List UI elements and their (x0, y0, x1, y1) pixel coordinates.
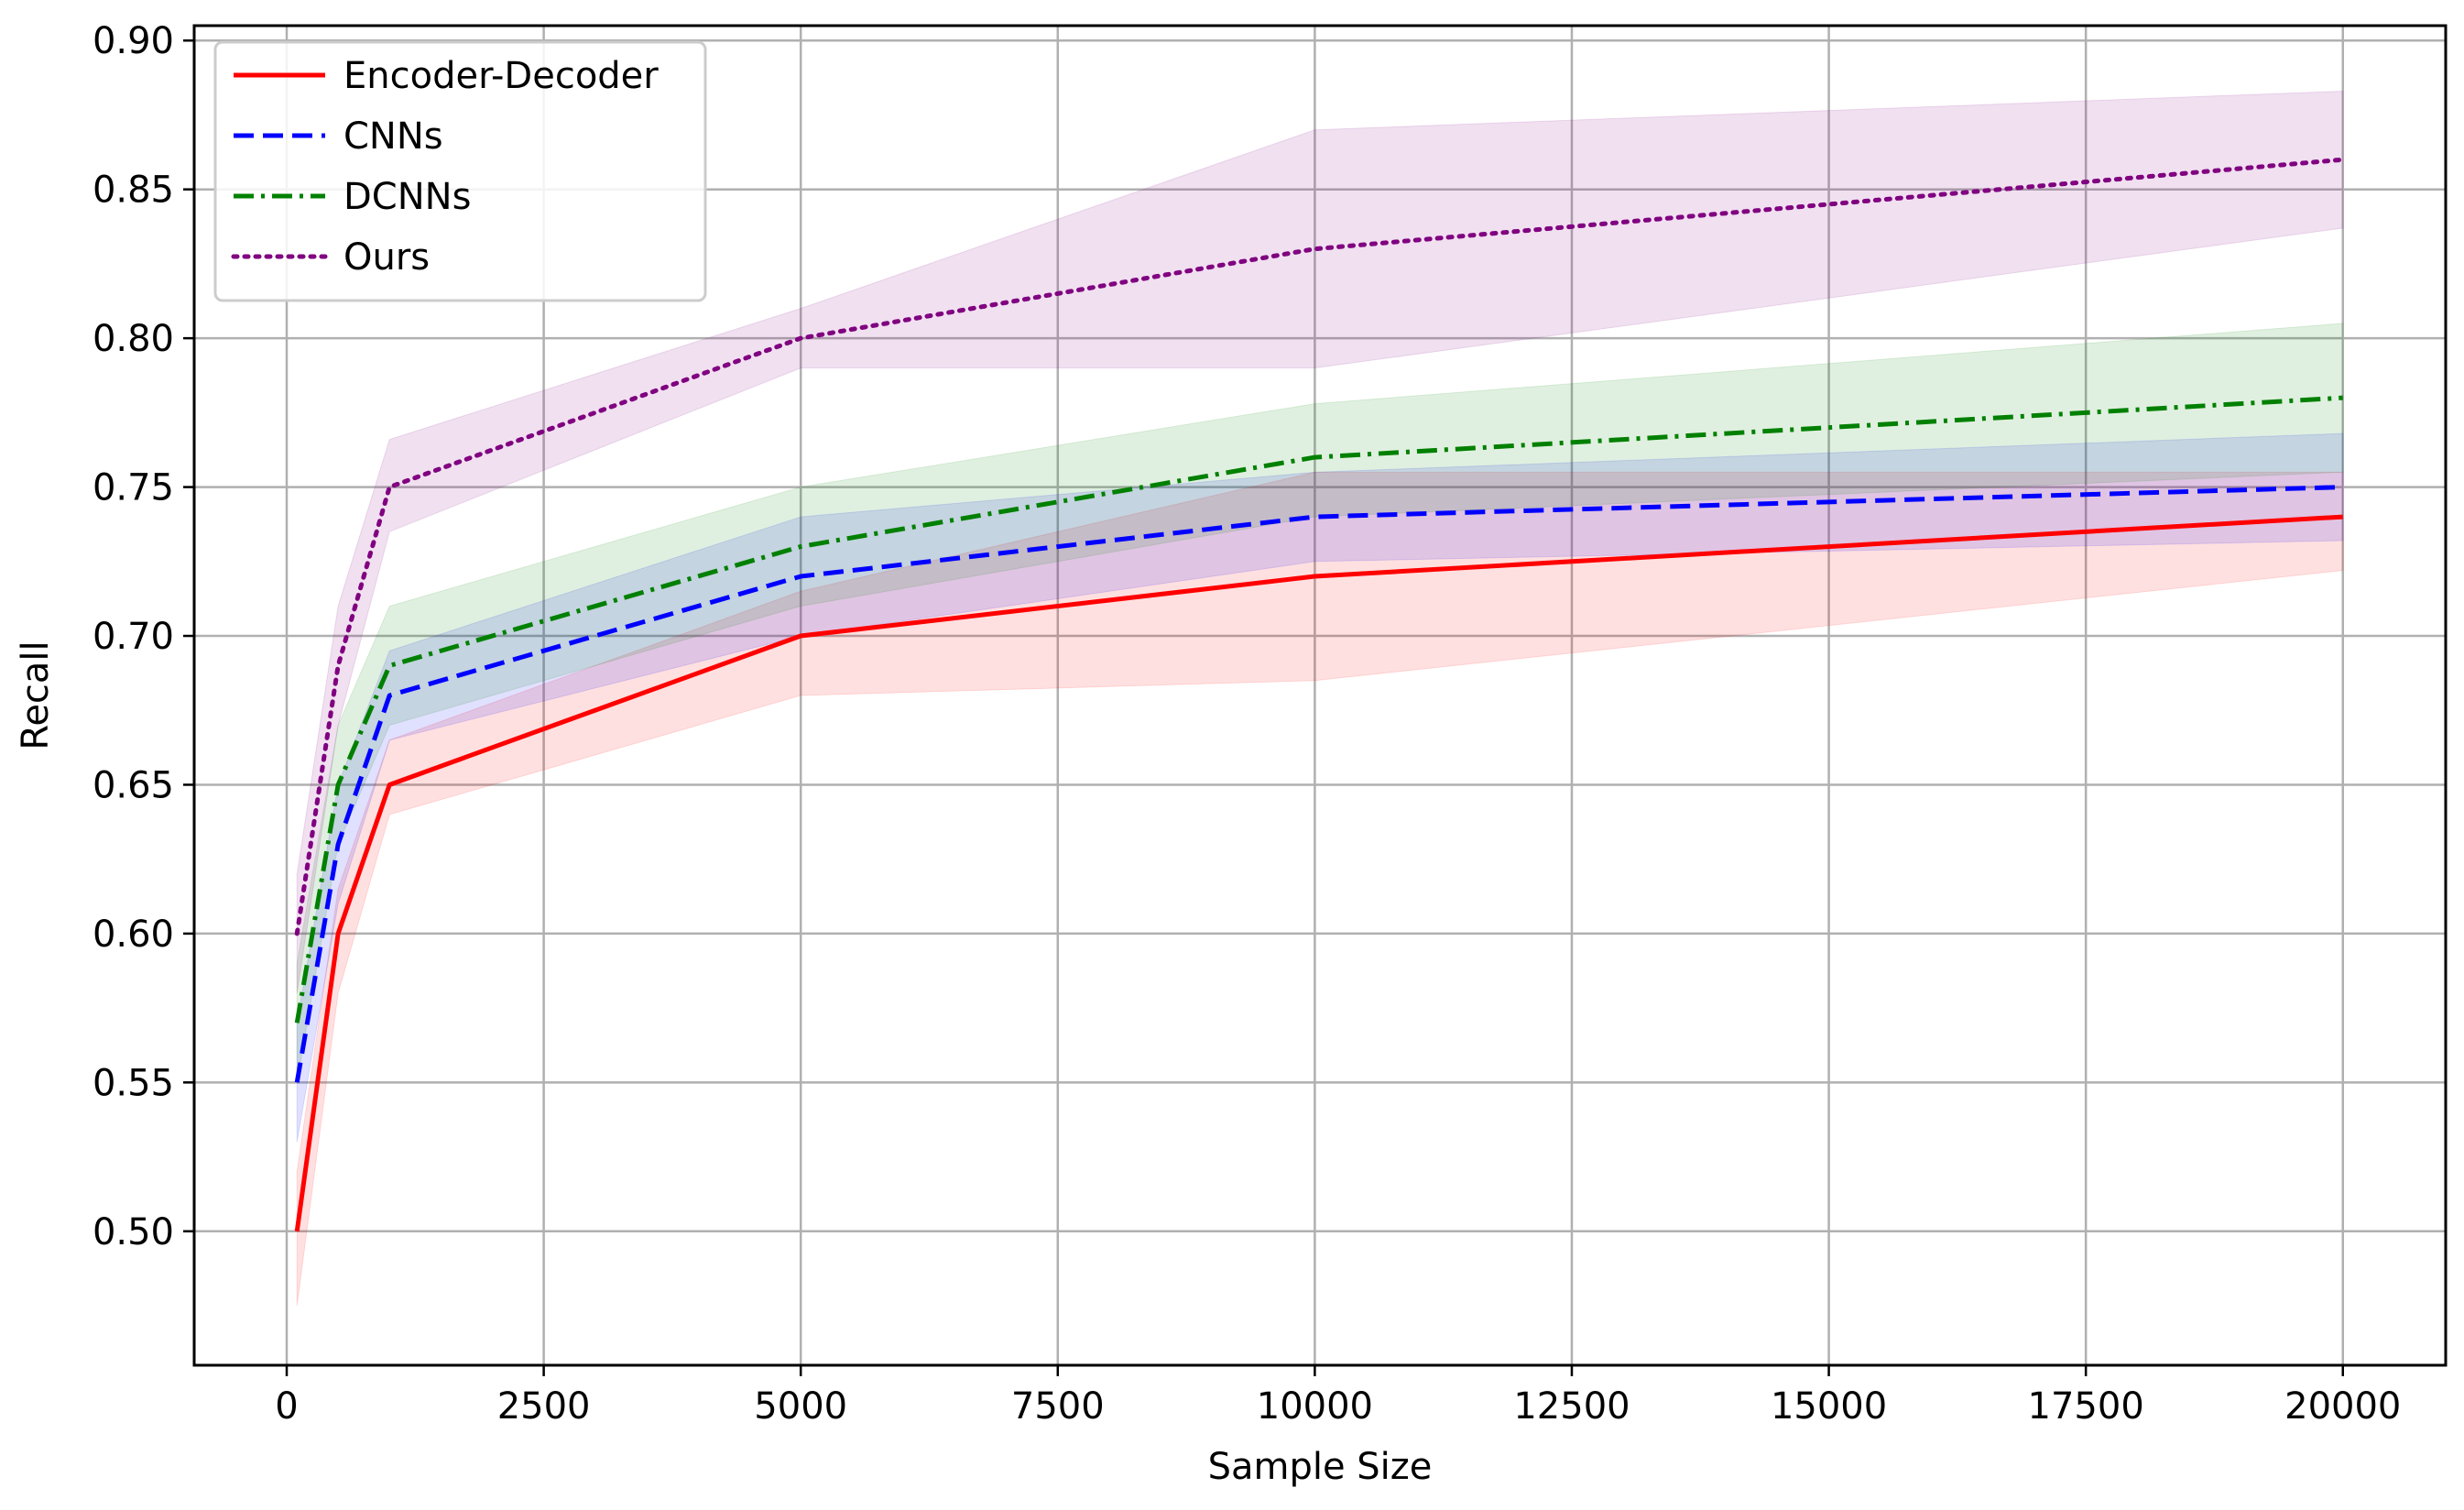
x-tick-label: 17500 (2028, 1385, 2144, 1428)
x-tick-label: 10000 (1257, 1385, 1373, 1428)
series-line-ours (294, 157, 2346, 936)
legend: Encoder-Decoder CNNs DCNNs Ours (213, 40, 707, 302)
legend-label-cnns: CNNs (343, 115, 443, 158)
axis-ticks: 0 2500 5000 7500 10000 12500 15000 17500 20000 0.… (93, 20, 2401, 1428)
y-tick-label: 0.70 (93, 616, 174, 658)
series-lines (294, 157, 2346, 1232)
legend-box (213, 40, 707, 302)
x-tick-label: 15000 (1771, 1385, 1887, 1428)
series-line-dcnns (294, 395, 2343, 1023)
x-tick-label: 7500 (1011, 1385, 1105, 1428)
plot-frame (192, 24, 2448, 1367)
x-tick-label: 12500 (1513, 1385, 1630, 1428)
y-tick-label: 0.80 (93, 318, 174, 360)
x-tick-label: 5000 (754, 1385, 847, 1428)
x-tick-label: 0 (275, 1385, 298, 1428)
y-tick-label: 0.90 (93, 20, 174, 62)
y-tick-label: 0.60 (93, 914, 174, 956)
y-tick-label: 0.75 (93, 467, 174, 509)
legend-label-encoder-decoder: Encoder-Decoder (343, 55, 659, 97)
x-tick-label: 2500 (497, 1385, 591, 1428)
y-tick-label: 0.50 (93, 1211, 174, 1253)
series-line-encoder-decoder (294, 514, 2343, 1232)
y-axis-label: Recall (15, 640, 57, 750)
y-tick-label: 0.55 (93, 1062, 174, 1104)
grid-layer (194, 26, 2446, 1365)
confidence-band-ours (296, 90, 2344, 993)
confidence-band-encoder-decoder (296, 471, 2344, 1307)
legend-label-dcnns: DCNNs (343, 176, 471, 218)
y-tick-label: 0.85 (93, 170, 174, 212)
x-axis-label: Sample Size (1208, 1446, 1433, 1488)
confidence-band-cnns (296, 432, 2344, 1143)
legend-label-ours: Ours (343, 236, 430, 279)
x-tick-label: 20000 (2284, 1385, 2401, 1428)
y-tick-label: 0.65 (93, 764, 174, 806)
confidence-bands (296, 90, 2344, 1307)
